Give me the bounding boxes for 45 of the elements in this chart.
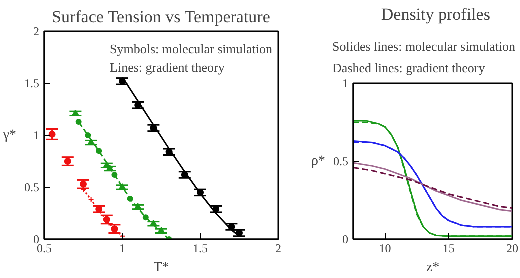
point: [150, 220, 158, 226]
y-tick-label: 1: [342, 76, 348, 90]
point: [119, 184, 126, 190]
point: [112, 172, 118, 178]
x-tick-label: 1: [120, 242, 126, 256]
y-tick-label: 0.5: [24, 180, 40, 194]
point: [142, 214, 149, 221]
point: [64, 158, 72, 165]
y-tick-label: 0: [34, 232, 40, 246]
point: [88, 138, 95, 146]
annotation: Symbols: molecular simulation: [110, 41, 274, 56]
point: [103, 162, 110, 168]
text: Dashed lines: gradient theory: [332, 60, 486, 76]
x-tick-label: 15: [442, 242, 455, 256]
point: [150, 124, 158, 132]
point: [134, 102, 142, 109]
point: [127, 196, 134, 202]
point: [76, 118, 82, 125]
point: [236, 230, 243, 237]
y-tick-label: 1.5: [24, 76, 40, 90]
annotation: Lines: gradient theory: [110, 60, 226, 76]
point: [212, 206, 220, 213]
y-axis-title: γ*: [2, 128, 16, 143]
point: [106, 164, 114, 172]
point: [48, 130, 56, 138]
y-tick-label: 1: [34, 128, 40, 142]
x-axis-title: T*: [154, 260, 170, 276]
x-tick-label: 2: [276, 242, 282, 256]
y-axis-title: ρ*: [312, 154, 326, 169]
point: [72, 110, 80, 116]
point: [158, 227, 165, 234]
point: [197, 189, 204, 196]
chart-title: Surface Tension vs Temperature: [52, 8, 270, 26]
point: [85, 132, 92, 138]
chart-title: Density profiles: [381, 5, 490, 24]
y-tick-label: 2: [34, 24, 40, 38]
x-tick-label: 1.5: [193, 242, 208, 256]
point: [96, 148, 102, 154]
y-tick-label: 0: [342, 232, 348, 246]
y-tick-label: 0.5: [334, 154, 348, 168]
x-tick-label: 10: [379, 242, 392, 256]
x-axis-title: z*: [426, 260, 440, 276]
x-tick-label: 20: [506, 242, 518, 256]
text: Solides lines: molecular simulation: [332, 39, 516, 54]
point: [134, 203, 142, 210]
